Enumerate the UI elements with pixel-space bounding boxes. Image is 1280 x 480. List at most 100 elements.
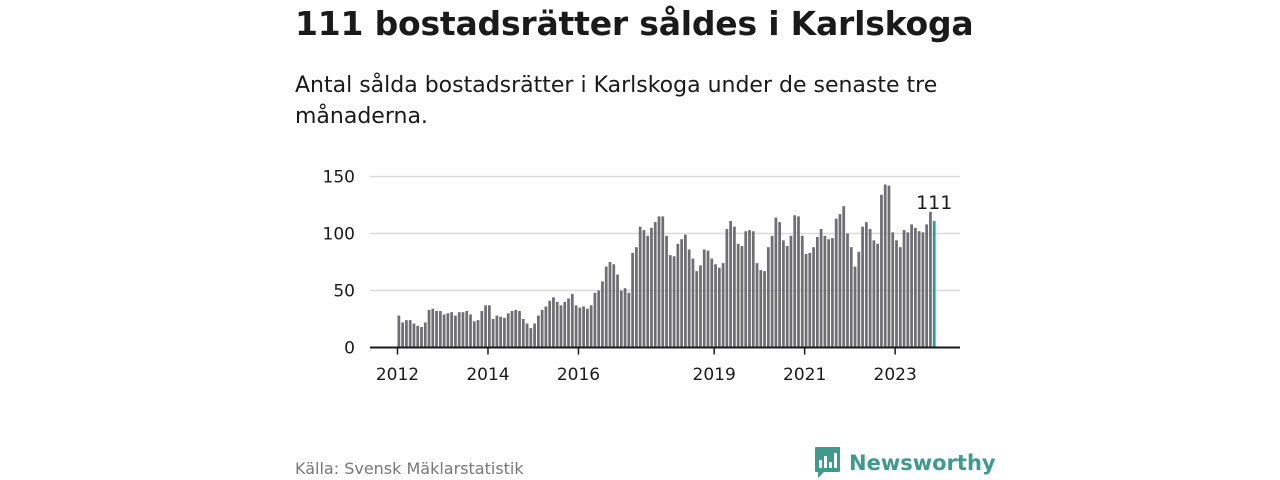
x-axis-ticks: 2012 2014 2016 2019 2021 2023 (376, 347, 917, 385)
bar (454, 315, 457, 348)
bar (819, 228, 823, 348)
bar (480, 311, 484, 348)
bar (491, 319, 495, 348)
bar (668, 255, 672, 348)
bar (846, 233, 849, 348)
bar (499, 316, 503, 348)
bar (631, 252, 634, 348)
bar (586, 308, 589, 348)
bar (717, 267, 721, 348)
bar (687, 249, 691, 348)
bar (525, 323, 529, 348)
bar (808, 252, 812, 348)
bar (529, 328, 533, 348)
bar (423, 322, 427, 348)
bar (623, 288, 627, 348)
bar (785, 246, 789, 348)
x-tick-label: 2021 (783, 365, 826, 385)
bar (827, 239, 831, 348)
bar (397, 315, 401, 348)
bar (929, 211, 932, 348)
bar (514, 309, 518, 348)
bar-highlighted (932, 220, 936, 348)
bar (416, 325, 420, 348)
bar (778, 222, 782, 348)
bar (612, 264, 616, 348)
bar (921, 232, 925, 348)
bar (804, 254, 808, 348)
bar (766, 247, 770, 348)
bar (476, 320, 480, 348)
bar (895, 240, 898, 348)
bar (751, 231, 755, 348)
bar (570, 293, 574, 348)
bar (518, 311, 521, 348)
bar (597, 290, 601, 348)
bar (868, 228, 872, 348)
newsworthy-logo: Newsworthy (814, 446, 996, 479)
bar (691, 258, 695, 348)
bar (744, 231, 748, 348)
bar (533, 323, 536, 348)
bar (582, 306, 585, 348)
bar (469, 314, 472, 348)
bar (442, 314, 446, 348)
bar (540, 309, 544, 348)
brand-name: Newsworthy (849, 450, 996, 475)
bar (412, 323, 416, 348)
bar (435, 311, 438, 348)
bar (635, 247, 638, 348)
bar (450, 312, 454, 348)
bar (544, 306, 548, 348)
bar (408, 320, 412, 348)
bar (887, 185, 891, 348)
bar (438, 311, 442, 348)
bar (902, 230, 906, 348)
bar (472, 321, 476, 348)
bar (857, 251, 861, 348)
bar (487, 305, 491, 348)
bar (457, 312, 461, 348)
bar (684, 234, 687, 348)
bar (619, 290, 623, 348)
bar (812, 247, 815, 348)
bar (913, 227, 917, 348)
bar (876, 243, 880, 348)
bar (665, 235, 668, 348)
bar (420, 326, 423, 348)
bar (729, 220, 733, 348)
bar (733, 226, 736, 348)
bar (725, 228, 729, 348)
bar (548, 300, 552, 348)
chart-subtitle: Antal sålda bostadsrätter i Karlskoga un… (295, 73, 938, 129)
newsworthy-logo-icon (815, 447, 840, 478)
bar (831, 238, 834, 348)
x-tick-label: 2014 (466, 365, 509, 385)
bar (853, 266, 857, 348)
y-tick-label: 100 (323, 225, 355, 245)
bar (503, 317, 506, 348)
bar (510, 311, 514, 348)
bar (653, 222, 657, 348)
bar (646, 235, 650, 348)
bar (910, 224, 913, 348)
bar (695, 271, 699, 348)
bar-chart: 0 50 100 150 2012 2014 2016 2019 2021 2023 111 (323, 168, 960, 385)
chart-title: 111 bostadsrätter såldes i Karlskoga (295, 4, 974, 43)
bar (446, 313, 450, 348)
bar (714, 264, 717, 348)
bar (740, 246, 744, 348)
bar (872, 240, 876, 348)
bar (891, 232, 895, 348)
bar (834, 218, 838, 348)
bar (789, 235, 793, 348)
bar (431, 308, 435, 348)
bar (676, 243, 680, 348)
bar (563, 301, 567, 348)
bar (815, 236, 819, 348)
bar (706, 250, 710, 348)
bar (601, 281, 604, 348)
bar (721, 263, 725, 348)
bar (793, 215, 797, 348)
bar (427, 309, 431, 348)
